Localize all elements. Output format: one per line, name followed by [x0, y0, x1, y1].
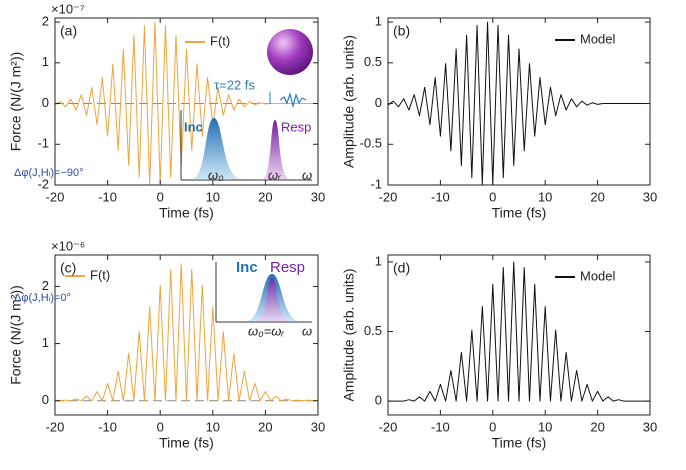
y-tick-label: 1 — [42, 335, 49, 350]
annotation: ω — [302, 323, 312, 338]
y-tick-label: 1 — [375, 14, 382, 29]
inset-c: Inc Resp ω₀=ωᵣ ω Δφ(J,Hᵢ)=0° — [14, 259, 312, 338]
y-tick-label: 1 — [42, 54, 49, 69]
legend-label: Model — [580, 268, 616, 283]
x-tick-label: 20 — [590, 189, 604, 204]
x-tick-label: 0 — [157, 419, 164, 434]
y-tick-label: -2 — [37, 176, 49, 191]
plot-frame — [387, 254, 651, 416]
x-tick-label: 10 — [538, 189, 552, 204]
x-tick-label: 30 — [311, 419, 325, 434]
x-axis-label: Time (fs) — [159, 205, 214, 221]
x-tick-label: 0 — [489, 189, 496, 204]
x-tick-label: -10 — [98, 189, 117, 204]
annotation: ω₀ — [208, 167, 224, 182]
x-tick-label: 0 — [157, 189, 164, 204]
legend-label: Model — [580, 31, 616, 46]
annotation: ωᵣ — [268, 167, 281, 182]
y-tick-label: -1 — [370, 176, 382, 191]
legend-label: F(t) — [90, 267, 110, 282]
y-multiplier: ×10⁻⁶ — [51, 238, 85, 253]
y-tick-label: 1 — [375, 253, 382, 268]
panel-label: (c) — [60, 260, 76, 276]
panel-label: (d) — [393, 260, 410, 276]
y-tick-label: 0 — [42, 392, 49, 407]
plot-frame — [54, 17, 319, 186]
annotation: ω₀=ωᵣ — [248, 323, 284, 338]
y-axis-label: Force (N/(J m²)) — [8, 285, 24, 385]
wave-packet — [279, 91, 307, 109]
y-axis-label: Amplitude (arb. units) — [341, 268, 357, 401]
annotation: Δφ(J,Hᵢ)=−90° — [14, 167, 84, 179]
x-tick-label: 30 — [311, 189, 325, 204]
x-tick-label: -20 — [46, 419, 65, 434]
resp-spectrum — [256, 278, 290, 321]
data-line — [388, 261, 650, 402]
x-tick-label: 20 — [590, 419, 604, 434]
annotation: Inc — [236, 259, 258, 276]
x-tick-label: 10 — [206, 189, 220, 204]
y-multiplier: ×10⁻⁷ — [51, 1, 85, 16]
data-line — [387, 21, 650, 185]
x-axis-label: Time (fs) — [159, 435, 214, 451]
data-line — [54, 21, 318, 185]
panel-label: (a) — [60, 23, 77, 39]
x-tick-label: -20 — [379, 189, 398, 204]
annotation: Resp — [270, 259, 305, 276]
x-axis-label: Time (fs) — [492, 435, 547, 451]
x-tick-label: -20 — [46, 189, 65, 204]
annotation: τ=22 fs — [214, 77, 255, 92]
y-tick-label: 2 — [42, 278, 49, 293]
x-tick-label: 30 — [643, 189, 657, 204]
sphere — [267, 29, 313, 75]
y-tick-label: 0.5 — [364, 54, 382, 69]
annotation: Resp — [281, 119, 311, 134]
y-axis-label: Amplitude (arb. units) — [341, 35, 357, 168]
x-tick-label: 10 — [206, 419, 220, 434]
y-tick-label: 0 — [375, 393, 382, 408]
x-axis-label: Time (fs) — [492, 205, 547, 221]
y-tick-label: -1 — [37, 136, 49, 151]
plot-frame — [54, 254, 319, 416]
legend-label: F(t) — [210, 33, 230, 48]
plot-frame — [387, 17, 651, 186]
y-tick-label: 0.5 — [364, 323, 382, 338]
y-axis-label: Force (N/(J m²)) — [8, 52, 24, 152]
y-tick-label: -0.5 — [360, 136, 382, 151]
y-tick-label: 2 — [42, 14, 49, 29]
annotation: Inc — [184, 119, 203, 134]
data-line — [54, 263, 318, 402]
x-tick-label: 20 — [258, 419, 272, 434]
x-tick-label: 30 — [643, 419, 657, 434]
x-tick-label: -10 — [431, 189, 450, 204]
inset-a: Inc Resp ω₀ ωᵣ ω τ=22 fs Δφ(J,Hᵢ)=−90° — [14, 29, 313, 182]
x-tick-label: 0 — [489, 419, 496, 434]
resp-spectrum — [262, 120, 290, 179]
annotation: Δφ(J,Hᵢ)=0° — [14, 292, 71, 304]
x-tick-label: -20 — [379, 419, 398, 434]
x-tick-label: 20 — [258, 189, 272, 204]
x-tick-label: -10 — [98, 419, 117, 434]
inc-spectrum — [192, 118, 242, 179]
panel-label: (b) — [393, 23, 410, 39]
y-tick-label: 0 — [375, 95, 382, 110]
x-tick-label: 10 — [538, 419, 552, 434]
annotation: ω — [302, 167, 312, 182]
x-tick-label: -10 — [431, 419, 450, 434]
y-tick-label: 0 — [42, 95, 49, 110]
